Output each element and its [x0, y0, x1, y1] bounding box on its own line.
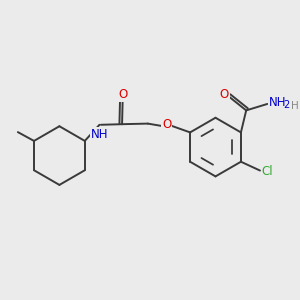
Text: O: O: [162, 118, 171, 131]
Text: O: O: [220, 88, 229, 101]
Text: NH: NH: [91, 128, 108, 141]
Text: 2: 2: [284, 100, 290, 110]
Text: H: H: [291, 101, 298, 111]
Text: NH: NH: [269, 96, 286, 109]
Text: Cl: Cl: [261, 166, 273, 178]
Text: O: O: [118, 88, 127, 101]
